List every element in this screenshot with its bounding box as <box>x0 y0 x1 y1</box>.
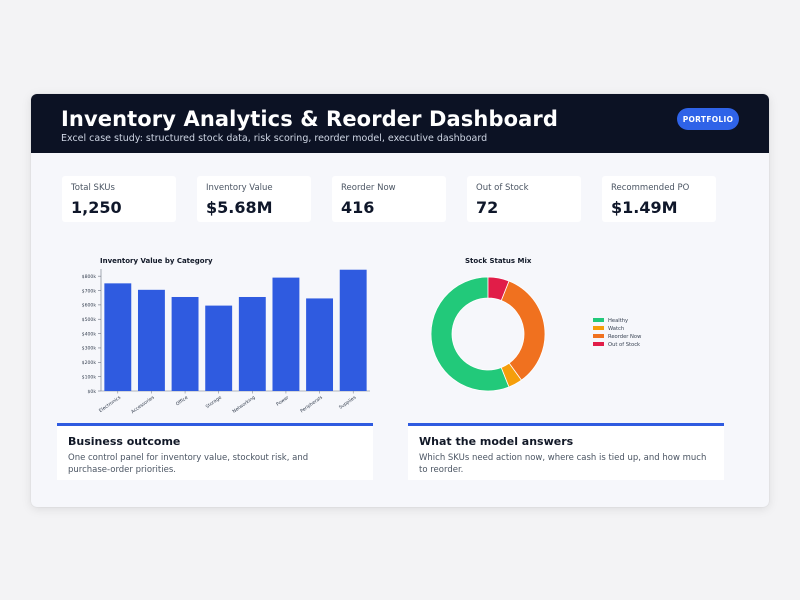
y-tick-label: $700k <box>82 288 97 294</box>
legend-swatch <box>593 318 604 322</box>
bar-supplies <box>339 269 367 391</box>
x-tick-label: Storage <box>205 395 223 410</box>
bar-electronics <box>104 283 132 391</box>
legend-swatch <box>593 342 604 346</box>
x-tick-label: Peripherals <box>299 394 324 414</box>
bar-peripherals <box>306 298 334 391</box>
x-tick-label: Electronics <box>98 394 122 414</box>
page-title: Inventory Analytics & Reorder Dashboard <box>61 107 558 131</box>
x-tick-label: Office <box>175 395 190 408</box>
outcome-text: Which SKUs need action now, where cash i… <box>419 453 707 475</box>
x-tick-label: Accessories <box>130 394 156 414</box>
outcome-title: Business outcome <box>68 435 181 448</box>
bar-networking <box>238 296 266 391</box>
legend-swatch <box>593 334 604 338</box>
legend-label: Reorder Now <box>608 334 642 340</box>
bar-chart-title: Inventory Value by Category <box>100 257 213 265</box>
legend-swatch <box>593 326 604 330</box>
page-subtitle: Excel case study: structured stock data,… <box>61 133 488 144</box>
kpi-label: Inventory Value <box>206 183 273 193</box>
y-tick-label: $100k <box>82 374 97 380</box>
x-tick-label: Supplies <box>338 394 358 410</box>
model-answers-panel: What the model answers Which SKUs need a… <box>408 423 724 480</box>
y-tick-label: $600k <box>82 303 97 309</box>
kpi-label: Out of Stock <box>476 183 529 193</box>
y-tick-label: $0k <box>87 389 96 395</box>
x-tick-label: Power <box>275 395 290 408</box>
kpi-value: 1,250 <box>71 198 122 217</box>
business-outcome-panel: Business outcome One control panel for i… <box>57 423 373 480</box>
kpi-label: Total SKUs <box>71 183 115 193</box>
kpi-card-reorder-now: Reorder Now 416 <box>332 176 446 222</box>
kpi-card-out-of-stock: Out of Stock 72 <box>467 176 581 222</box>
bar-office <box>171 296 199 391</box>
kpi-card-total-skus: Total SKUs 1,250 <box>62 176 176 222</box>
slice-healthy <box>431 276 510 392</box>
y-tick-label: $800k <box>82 274 97 280</box>
legend-label: Out of Stock <box>608 342 640 348</box>
kpi-value: $5.68M <box>206 198 273 217</box>
bar-storage <box>205 305 233 391</box>
legend-label: Watch <box>608 326 624 332</box>
x-tick-label: Networking <box>231 395 256 414</box>
dashboard-card: Inventory Analytics & Reorder Dashboard … <box>31 94 769 507</box>
y-tick-label: $400k <box>82 331 97 337</box>
portfolio-button[interactable]: PORTFOLIO <box>677 108 739 130</box>
slice-out-of-stock <box>487 276 510 302</box>
bar-power <box>272 277 300 391</box>
kpi-value: $1.49M <box>611 198 678 217</box>
bar-accessories <box>137 289 165 391</box>
kpi-card-inventory-value: Inventory Value $5.68M <box>197 176 311 222</box>
kpi-label: Recommended PO <box>611 183 690 193</box>
y-tick-label: $500k <box>82 317 97 323</box>
legend-label: Healthy <box>608 318 628 324</box>
donut-chart-title: Stock Status Mix <box>465 257 532 265</box>
outcome-text: One control panel for inventory value, s… <box>68 453 309 475</box>
bar-chart: $0k $100k $200k $300k $400k $500k $600k $700k $8… <box>82 269 370 414</box>
y-tick-label: $300k <box>82 346 97 352</box>
outcome-title: What the model answers <box>419 435 574 448</box>
header-banner: Inventory Analytics & Reorder Dashboard … <box>31 94 769 153</box>
kpi-value: 72 <box>476 198 499 217</box>
donut-chart: Healthy Watch Reorder Now Out of Stock <box>431 276 642 392</box>
kpi-card-recommended-po: Recommended PO $1.49M <box>602 176 716 222</box>
kpi-label: Reorder Now <box>341 183 396 193</box>
y-tick-label: $200k <box>82 360 97 366</box>
kpi-value: 416 <box>341 198 375 217</box>
